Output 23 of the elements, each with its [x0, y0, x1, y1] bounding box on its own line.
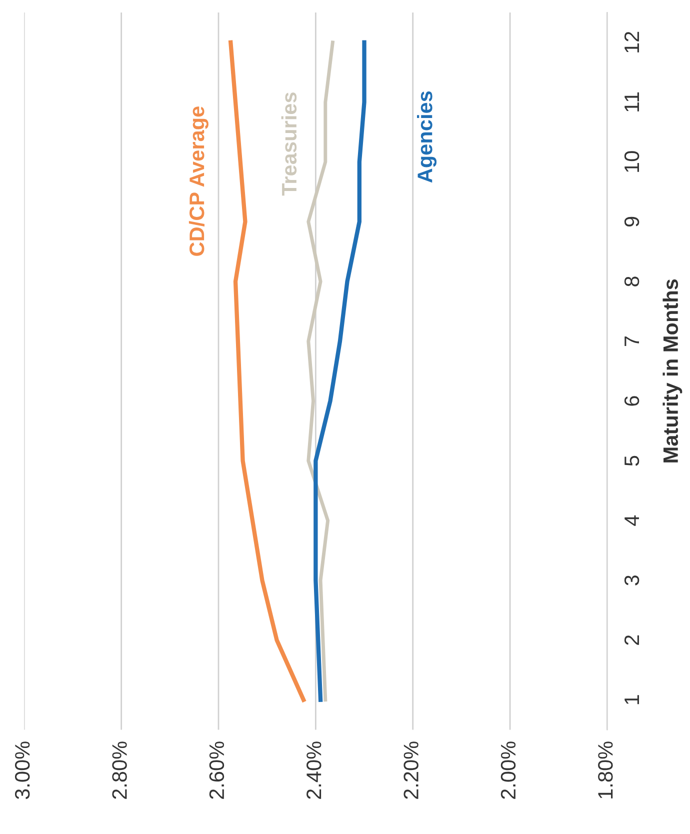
y-tick-label: 3: [624, 575, 640, 586]
y-tick-label: 8: [624, 276, 640, 286]
y-axis-title: Maturity in Months: [662, 279, 682, 462]
x-tick-label: 3.00%: [14, 742, 30, 800]
text: CD/CP Average: [188, 106, 208, 256]
y-tick-label: 11: [624, 92, 639, 112]
x-tick-label: 2.60%: [209, 742, 224, 799]
y-tick-label: 12: [624, 32, 639, 52]
y-tick-label: 9: [624, 216, 640, 227]
x-tick-label: 2.80%: [112, 742, 127, 799]
x-tick-label: 2.00%: [500, 742, 516, 799]
y-tick-label: 6: [624, 396, 640, 406]
x-tick-label: 2.40%: [306, 742, 322, 799]
y-tick-label: 4: [624, 515, 639, 526]
text: Treasuries: [281, 92, 297, 196]
y-tick-label: 7: [624, 336, 639, 346]
text: Agencies: [417, 91, 437, 183]
y-tick-label: 10: [624, 151, 640, 172]
y-tick-label: 1: [624, 695, 639, 704]
x-tick-label: 2.20%: [404, 742, 418, 799]
y-tick-label: 2: [624, 635, 639, 645]
x-tick-label: 1.80%: [598, 742, 613, 798]
y-tick-label: 5: [624, 456, 640, 466]
